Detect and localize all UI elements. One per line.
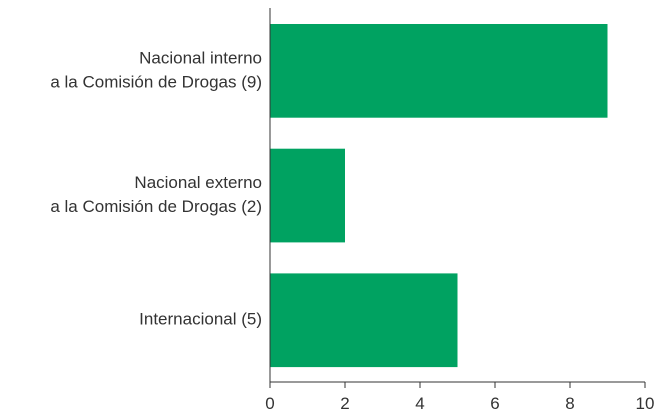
- bar-1: [270, 148, 345, 243]
- x-tick-label-4: 8: [565, 394, 574, 413]
- bar-2: [270, 273, 458, 368]
- category-labels: Nacional interno a la Comisión de Drogas …: [50, 48, 262, 328]
- category-label-line: a la Comisión de Drogas (9): [50, 72, 262, 91]
- x-tick-label-0: 0: [265, 394, 274, 413]
- x-tick-label-3: 6: [490, 394, 499, 413]
- category-label-line: a la Comisión de Drogas (2): [50, 197, 262, 216]
- category-label-line: Nacional externo: [134, 173, 262, 192]
- x-tick-label-2: 4: [415, 394, 424, 413]
- category-label-line: Internacional (5): [139, 310, 262, 329]
- x-axis-ticks: 0 2 4 6 8 10: [265, 382, 654, 413]
- category-label-2: Internacional (5): [139, 310, 262, 329]
- category-label-1: Nacional externo a la Comisión de Drogas …: [50, 173, 262, 216]
- category-label-0: Nacional interno a la Comisión de Drogas …: [50, 48, 262, 91]
- axes-group: [269, 8, 645, 383]
- bars-group: [270, 24, 608, 368]
- bar-0: [270, 24, 608, 118]
- x-tick-label-5: 10: [636, 394, 655, 413]
- x-tick-label-1: 2: [340, 394, 349, 413]
- category-label-line: Nacional interno: [139, 48, 262, 67]
